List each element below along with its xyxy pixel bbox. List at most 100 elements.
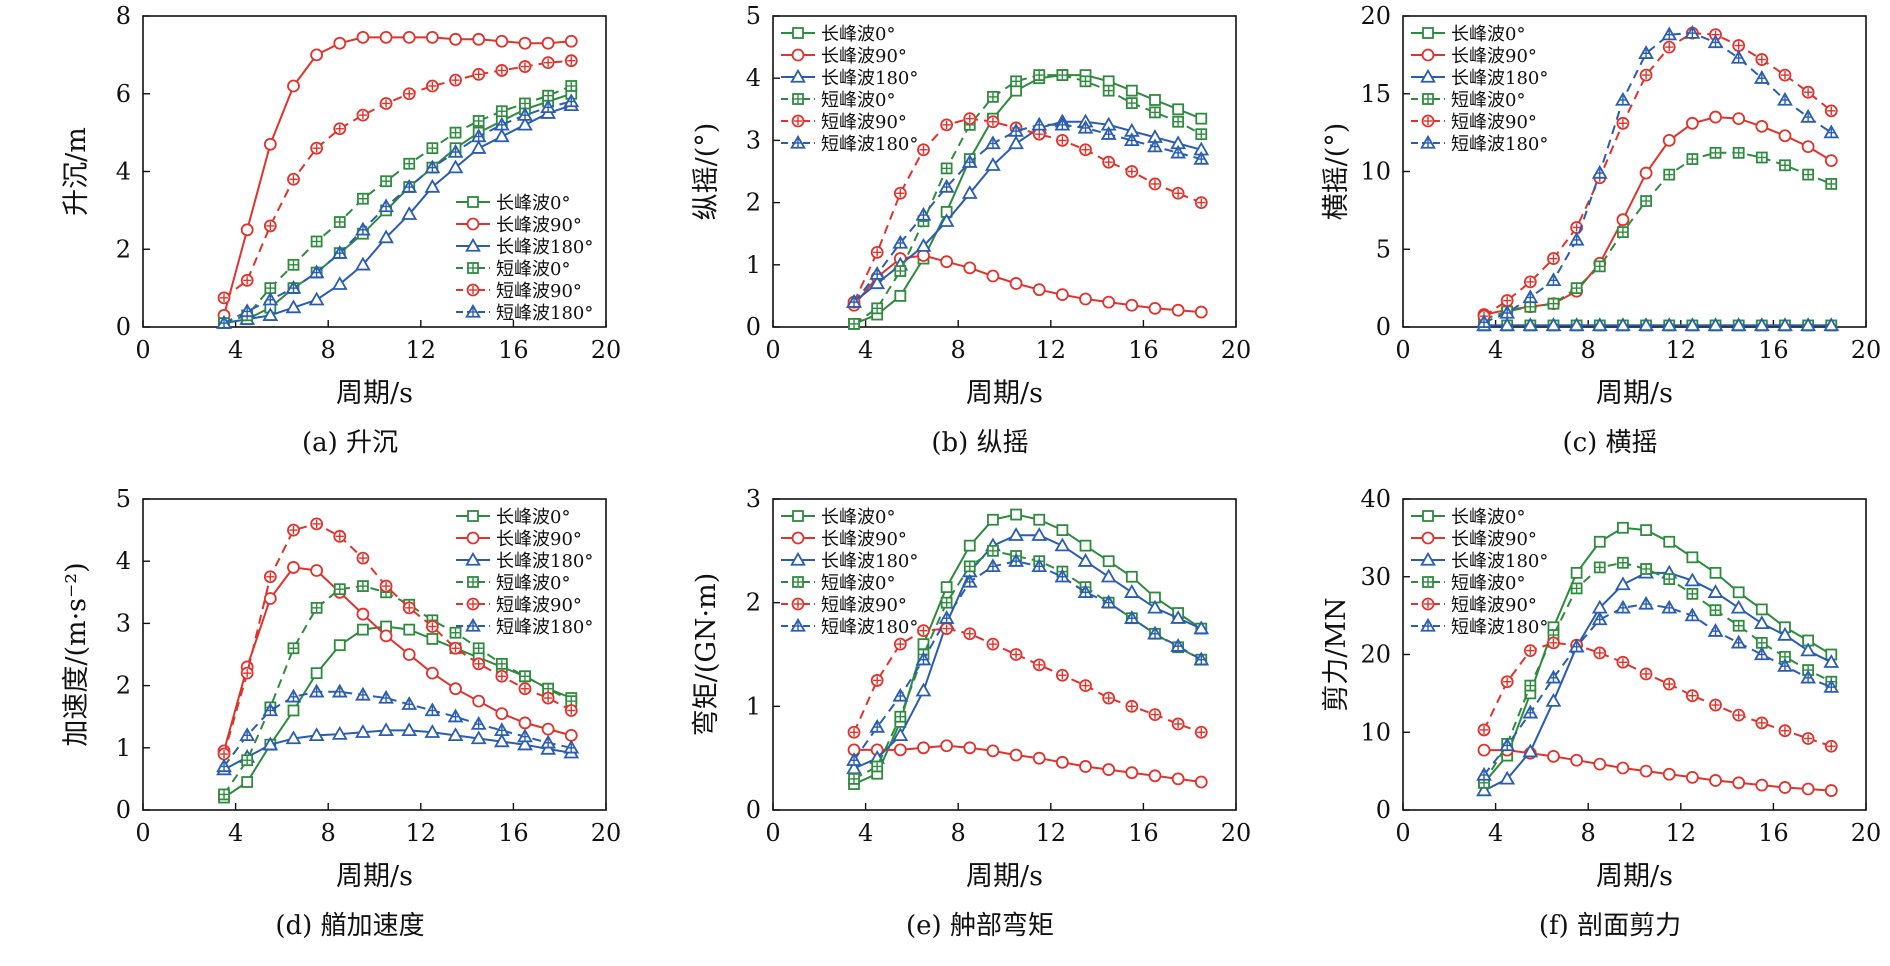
panel-caption: (f) 剖面剪力 <box>1538 911 1682 941</box>
chart-panel: 0 4 8 12 16 20 0 1 2 3 4 5 周期/s 纵摇/(°) 长峰波0° 长峰波90° 长峰波1… <box>630 0 1260 483</box>
data-point <box>915 238 932 252</box>
panel-caption: (e) 舯部弯矩 <box>906 911 1054 941</box>
legend-item: 短峰波0° <box>456 573 570 594</box>
x-tick-label: 16 <box>498 336 529 364</box>
legend-marker <box>1421 48 1435 62</box>
x-axis-label: 周期/s <box>1596 861 1673 892</box>
legend-label: 短峰波0° <box>1451 573 1525 594</box>
data-point <box>333 36 347 50</box>
data-point <box>1148 301 1162 315</box>
data-point <box>1684 572 1701 587</box>
chart-panel: 0 4 8 12 16 20 0 1 2 3 周期/s 弯矩/(GN·m) 长峰波0° 长峰波90° 长峰波… <box>630 483 1260 966</box>
data-point <box>1639 166 1653 180</box>
series-4 <box>848 69 1208 330</box>
legend-item: 短峰波0° <box>1411 573 1525 594</box>
y-tick-label: 5 <box>746 2 761 30</box>
legend-label: 长峰波180° <box>821 68 918 89</box>
series-line <box>1483 32 1832 324</box>
data-point <box>424 724 441 738</box>
data-point <box>1615 317 1631 332</box>
legend-item: 短峰波0° <box>456 259 570 280</box>
series-2 <box>217 30 578 322</box>
x-tick-label: 16 <box>1758 336 1789 364</box>
x-tick-label: 20 <box>1221 336 1252 364</box>
series-5 <box>847 622 1208 739</box>
data-point <box>1522 743 1539 758</box>
y-axis-label: 加速度/(m·s⁻²) <box>61 562 92 746</box>
y-tick-label: 0 <box>746 796 761 824</box>
legend-item: 长峰波180° <box>781 551 918 572</box>
legend-label: 短峰波180° <box>821 617 918 638</box>
data-point <box>402 648 416 661</box>
data-point <box>940 739 954 753</box>
series-2 <box>217 561 578 758</box>
y-tick-label: 3 <box>116 609 131 637</box>
legend-item: 长峰波0° <box>456 193 570 214</box>
data-point <box>379 30 393 44</box>
data-point <box>1193 620 1210 635</box>
plot-frame <box>142 498 607 811</box>
data-point <box>1732 776 1746 790</box>
legend: 长峰波0°长峰波90°长峰波180°短峰波0°短峰波90°短峰波180° <box>456 193 593 324</box>
y-tick-label: 2 <box>116 672 131 700</box>
legend-label: 长峰波90° <box>1451 46 1537 67</box>
legend-label: 长峰波90° <box>496 215 582 236</box>
data-point <box>308 727 325 742</box>
series-6 <box>1476 24 1840 328</box>
data-point <box>472 694 486 708</box>
data-point <box>1730 599 1747 614</box>
legend-label: 短峰波90° <box>821 595 907 616</box>
y-tick-label: 0 <box>116 313 131 341</box>
legend-marker <box>790 551 806 566</box>
x-tick-label: 8 <box>321 336 336 364</box>
panel-caption: (b) 纵摇 <box>931 428 1029 458</box>
legend-marker <box>465 551 481 566</box>
data-point <box>1593 535 1606 548</box>
data-point <box>1194 775 1208 789</box>
data-point <box>378 722 394 737</box>
legend-item: 长峰波90° <box>456 529 582 550</box>
legend: 长峰波0°长峰波90°长峰波180°短峰波0°短峰波90°短峰波180° <box>781 24 918 155</box>
legend-label: 短峰波180° <box>821 134 918 155</box>
y-tick-label: 5 <box>116 485 131 513</box>
data-point <box>287 79 300 93</box>
data-point <box>1171 772 1185 786</box>
legend-label: 短峰波90° <box>1451 595 1537 616</box>
series-4 <box>1478 556 1838 789</box>
data-point <box>1615 576 1631 591</box>
x-tick-label: 8 <box>951 336 966 364</box>
x-tick-label: 12 <box>406 819 437 847</box>
data-point <box>1639 764 1653 778</box>
series-3 <box>1476 317 1840 332</box>
data-point <box>401 722 418 737</box>
data-point <box>1755 120 1769 133</box>
x-tick-label: 16 <box>1758 819 1789 847</box>
legend: 长峰波0°长峰波90°长峰波180°短峰波0°短峰波90°短峰波180° <box>781 507 918 638</box>
legend-label: 短峰波0° <box>1451 90 1525 111</box>
data-point <box>1778 781 1792 794</box>
legend-item: 短峰波0° <box>781 573 895 594</box>
chart-panel: 0 4 8 12 16 20 0 1 2 3 4 5 周期/s 加速度/(m·s⁻²) 长峰波0° 长峰波90… <box>0 483 630 966</box>
data-point <box>894 289 907 302</box>
data-point <box>1709 774 1722 787</box>
data-point <box>1755 603 1768 616</box>
data-point <box>356 607 370 621</box>
legend-label: 长峰波180° <box>1451 68 1548 89</box>
legend-label: 短峰波180° <box>496 303 593 324</box>
y-axis-label: 横摇/(°) <box>1321 123 1352 221</box>
x-tick-label: 16 <box>1128 819 1159 847</box>
legend-label: 短峰波180° <box>1451 617 1548 638</box>
data-point <box>331 276 348 290</box>
series-line <box>223 104 572 325</box>
x-tick-label: 20 <box>1851 336 1882 364</box>
x-tick-label: 16 <box>498 819 529 847</box>
data-point <box>869 275 886 290</box>
data-point <box>1686 551 1699 564</box>
x-tick-label: 20 <box>591 819 622 847</box>
data-point <box>426 633 439 645</box>
series-line <box>1483 641 1832 748</box>
y-tick-label: 0 <box>1376 313 1391 341</box>
data-point <box>1824 784 1838 797</box>
data-point <box>1102 763 1116 776</box>
data-point <box>1079 539 1092 552</box>
